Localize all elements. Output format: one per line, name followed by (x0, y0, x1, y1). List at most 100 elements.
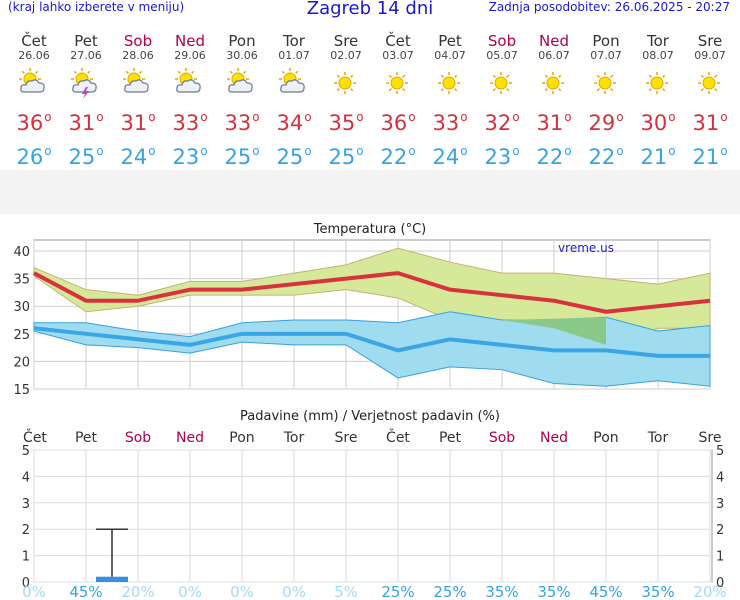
day-date: 27.06 (70, 49, 102, 62)
max-temp: 31o (536, 110, 572, 135)
day-column: Tor 08.07 30o 21o (632, 32, 684, 170)
precip-chart-title: Padavine (mm) / Verjetnost padavin (%) (240, 409, 500, 424)
min-temp: 21o (692, 144, 728, 169)
min-temp: 26o (16, 144, 52, 169)
precip-day-label: Čet (386, 428, 410, 446)
rain-probability: 0% (22, 583, 46, 600)
precip-plot-area (33, 449, 713, 583)
day-date: 28.06 (122, 49, 154, 62)
max-temp: 31o (120, 110, 156, 135)
precip-ytick-label-right: 5 (716, 444, 724, 459)
day-date: 29.06 (174, 49, 206, 62)
max-temp: 33o (224, 110, 260, 135)
precip-day-label: Tor (647, 430, 669, 446)
day-name: Sre (697, 32, 723, 50)
rain-probability: 25% (433, 583, 466, 600)
day-column: Sob 05.07 32o 23o (476, 32, 528, 170)
day-name: Čet (385, 32, 411, 50)
day-column: Ned 29.06 33o 23o (164, 32, 216, 170)
day-name: Ned (175, 32, 205, 50)
precip-ytick-label-right: 3 (716, 497, 724, 512)
min-temp: 25o (224, 144, 260, 169)
day-name: Pet (74, 32, 98, 50)
day-name: Ned (539, 32, 569, 50)
precip-day-label: Pon (593, 430, 618, 446)
rain-probability: 35% (485, 583, 518, 600)
rain-probability: 20% (121, 583, 154, 600)
weather-icon-box (684, 62, 736, 100)
min-temp: 21o (640, 144, 676, 169)
min-temp: 25o (276, 144, 312, 169)
day-name: Sob (123, 32, 153, 50)
weather-icon-box (112, 62, 164, 100)
menu-hint[interactable]: (kraj lahko izberete v meniju) (8, 0, 185, 14)
precip-day-label: Pet (439, 430, 462, 446)
sun-icon (438, 72, 460, 94)
rain-probability: 0% (178, 583, 202, 600)
max-temp: 34o (276, 110, 312, 135)
page-title: Zagreb 14 dni (306, 0, 434, 19)
rain-probability: 35% (537, 583, 570, 600)
precip-ytick-label: 3 (22, 497, 30, 512)
min-temp: 25o (328, 144, 364, 169)
weather-icon-box (632, 62, 684, 100)
separator (0, 170, 740, 214)
max-temp: 32o (484, 110, 520, 135)
band-overlap (502, 317, 606, 345)
day-column: Čet 26.06 36o 26o (8, 32, 60, 170)
precip-day-label: Pet (75, 430, 98, 446)
temp-chart-title: Temperatura (°C) (313, 222, 426, 237)
day-column: Tor 01.07 34o 25o (268, 32, 320, 170)
precip-ytick-label-right: 0 (716, 576, 724, 591)
day-date: 08.07 (642, 49, 674, 62)
sun-icon (594, 72, 616, 94)
sun-icon (334, 72, 356, 94)
min-temp: 23o (172, 144, 208, 169)
day-date: 04.07 (434, 49, 466, 62)
rain-probability: 35% (641, 583, 674, 600)
max-temp: 31o (692, 110, 728, 135)
day-date: 26.06 (18, 49, 50, 62)
day-column: Čet 03.07 36o 22o (372, 32, 424, 170)
precip-day-label: Sob (489, 430, 515, 446)
temp-ytick-label: 20 (13, 355, 30, 370)
weather-icon-box (372, 62, 424, 100)
day-date: 06.07 (538, 49, 570, 62)
rain-probability: 45% (589, 583, 622, 600)
min-temp: 22o (536, 144, 572, 169)
day-date: 09.07 (694, 49, 726, 62)
day-date: 30.06 (226, 49, 258, 62)
weather-icon-box (580, 62, 632, 100)
max-temp: 33o (172, 110, 208, 135)
max-temp: 31o (68, 110, 104, 135)
rain-probability: 25% (381, 583, 414, 600)
weather-icon-box (216, 62, 268, 100)
precip-day-label: Ned (540, 430, 568, 446)
precip-ytick-label-right: 4 (716, 470, 724, 485)
weather-icon-box (60, 62, 112, 100)
day-name: Pon (592, 32, 620, 50)
min-temp: 22o (588, 144, 624, 169)
precip-ytick-label-right: 2 (716, 523, 724, 538)
min-temp: 23o (484, 144, 520, 169)
day-name: Čet (21, 32, 47, 50)
rain-probability: 0% (282, 583, 306, 600)
max-temp: 35o (328, 110, 364, 135)
temp-ytick-label: 30 (13, 300, 30, 315)
weather-icon-box (528, 62, 580, 100)
precip-day-label: Sre (699, 430, 722, 446)
day-date: 03.07 (382, 49, 414, 62)
sun-icon (386, 72, 408, 94)
weather-icon-box (268, 62, 320, 100)
sun-cloud-icon (175, 68, 201, 93)
last-update: Zadnja posodobitev: 26.06.2025 - 20:27 (488, 0, 730, 14)
day-date: 01.07 (278, 49, 310, 62)
day-column: Pon 07.07 29o 22o (580, 32, 632, 170)
day-name: Sre (333, 32, 359, 50)
day-name: Pet (438, 32, 462, 50)
max-temp: 30o (640, 110, 676, 135)
precip-ytick-label: 2 (22, 523, 30, 538)
weather-icon-box (476, 62, 528, 100)
min-temp: 24o (432, 144, 468, 169)
